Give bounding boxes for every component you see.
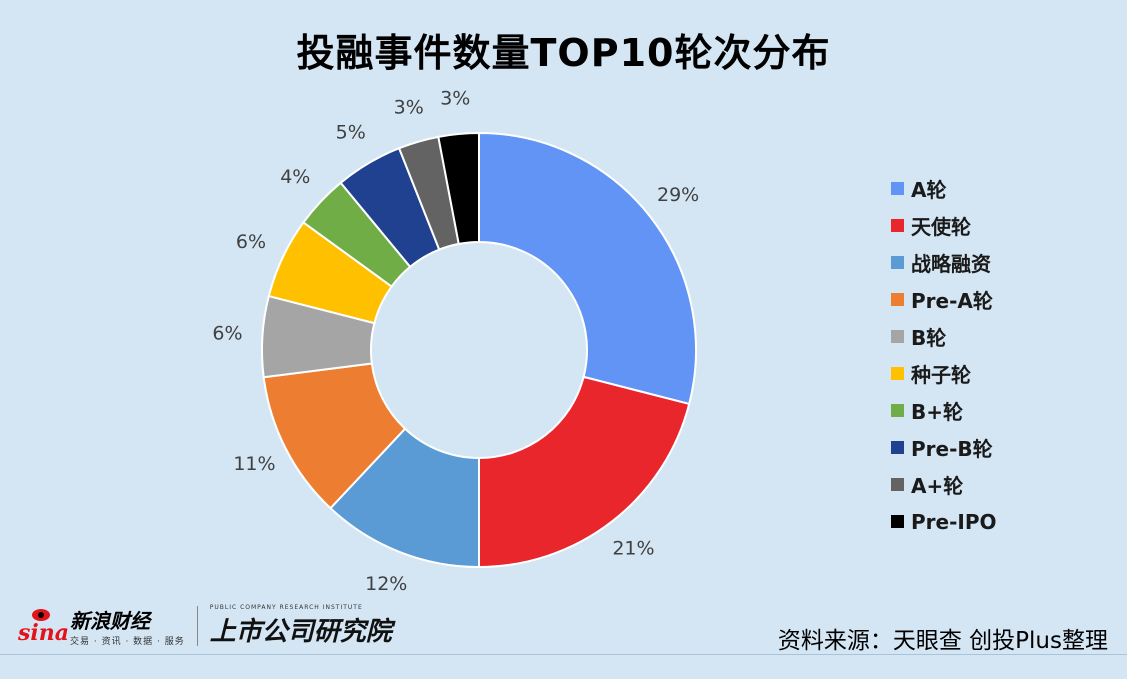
legend-label: Pre-IPO	[911, 509, 997, 534]
legend-swatch	[891, 219, 904, 232]
legend-item-6: B+轮	[891, 392, 997, 429]
sina-finance-name: 新浪财经	[70, 609, 150, 633]
legend-swatch	[891, 182, 904, 195]
slice-label-5: 6%	[236, 231, 266, 253]
slice-label-8: 3%	[394, 97, 424, 119]
legend-swatch	[891, 330, 904, 343]
legend-label: B+轮	[911, 400, 964, 424]
institute-brand: PUBLIC COMPANY RESEARCH INSTITUTE 上市公司研究…	[210, 604, 392, 648]
donut-slice-9	[437, 131, 480, 246]
slice-label-4: 6%	[212, 323, 242, 345]
legend-label: B轮	[911, 326, 947, 350]
legend-swatch	[891, 404, 904, 417]
legend-swatch	[891, 256, 904, 269]
legend-item-5: 种子轮	[891, 355, 997, 392]
footer-divider	[0, 654, 1127, 655]
sina-logo: sina	[18, 609, 69, 646]
legend-label: 战略融资	[911, 252, 991, 276]
legend-swatch	[891, 367, 904, 380]
legend-label: 种子轮	[911, 363, 971, 387]
slice-label-6: 4%	[280, 166, 310, 188]
legend-label: Pre-A轮	[911, 289, 993, 313]
chart-legend: A轮天使轮战略融资 Pre-A轮 B轮种子轮 B+轮 Pre-B轮 A+轮 Pre-IPO	[891, 170, 997, 540]
donut-slice-0	[478, 131, 697, 406]
slice-label-7: 5%	[336, 122, 366, 144]
legend-item-0: A轮	[891, 170, 997, 207]
brand-area: sina 新浪财经 交易 · 资讯 · 数据 · 服务 PUBLIC COMPA…	[18, 604, 392, 648]
slice-label-2: 12%	[365, 573, 407, 595]
legend-label: A+轮	[911, 474, 964, 498]
legend-label: Pre-B轮	[911, 437, 993, 461]
legend-item-4: B轮	[891, 318, 997, 355]
sina-finance-brand: 新浪财经 交易 · 资讯 · 数据 · 服务	[70, 605, 185, 647]
sina-eye-icon	[32, 609, 50, 621]
sina-finance-tagline: 交易 · 资讯 · 数据 · 服务	[70, 637, 185, 647]
institute-chinese-name: 上市公司研究院	[209, 617, 392, 647]
legend-label: A轮	[911, 178, 947, 202]
legend-swatch	[891, 441, 904, 454]
donut-slice-1	[478, 375, 691, 569]
legend-item-9: Pre-IPO	[891, 503, 997, 540]
legend-swatch	[891, 515, 904, 528]
legend-item-2: 战略融资	[891, 244, 997, 281]
legend-label: 天使轮	[911, 215, 971, 239]
legend-item-7: Pre-B轮	[891, 429, 997, 466]
chart-title: 投融事件数量TOP10轮次分布	[296, 31, 831, 75]
slice-label-1: 21%	[612, 538, 654, 560]
data-source-note: 资料来源：天眼查 创投Plus整理	[777, 628, 1108, 654]
brand-divider	[196, 606, 198, 646]
legend-swatch	[891, 478, 904, 491]
legend-item-8: A+轮	[891, 466, 997, 503]
slice-label-0: 29%	[657, 184, 699, 206]
slice-label-9: 3%	[440, 88, 470, 110]
legend-item-3: Pre-A轮	[891, 281, 997, 318]
sina-logo-text: sina	[18, 620, 69, 646]
legend-swatch	[891, 293, 904, 306]
slice-label-3: 11%	[233, 453, 275, 475]
institute-english-name: PUBLIC COMPANY RESEARCH INSTITUTE	[209, 604, 363, 611]
legend-item-1: 天使轮	[891, 207, 997, 244]
